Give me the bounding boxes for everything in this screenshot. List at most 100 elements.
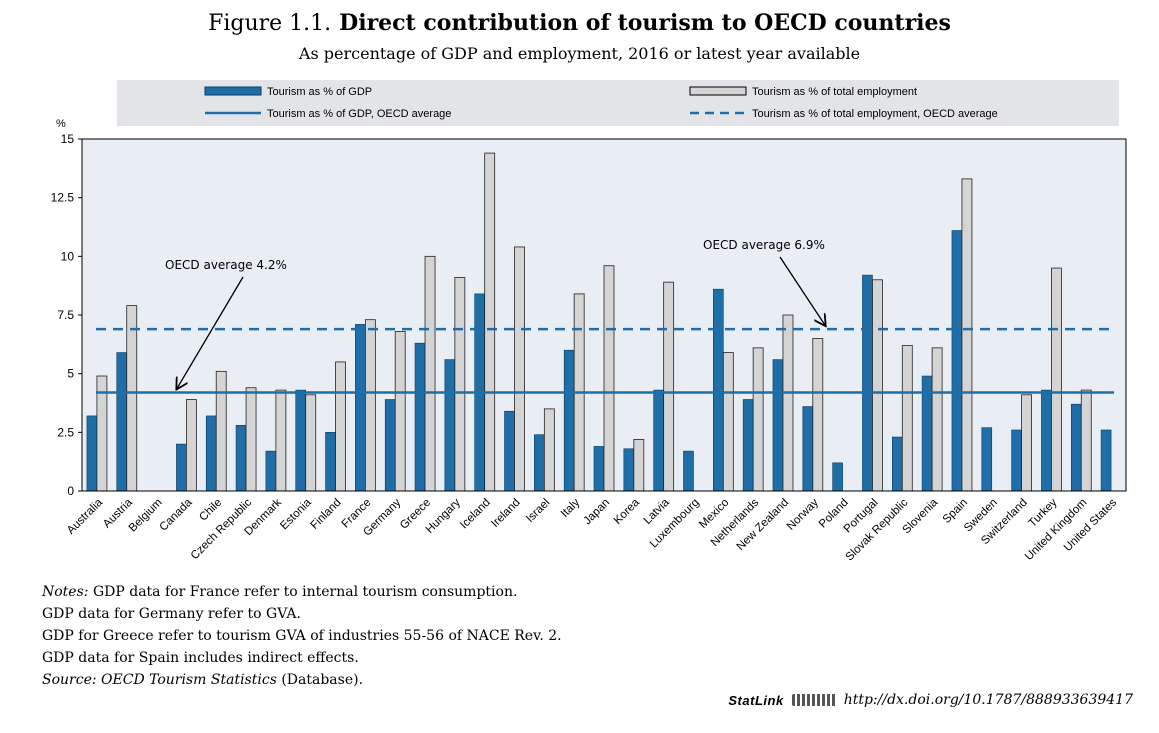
bar-employment: [603, 265, 615, 492]
bar-employment: [752, 347, 764, 492]
x-tick-label: Ireland: [489, 497, 522, 530]
bar-employment: [245, 387, 257, 492]
chart-subtitle: As percentage of GDP and employment, 201…: [298, 44, 861, 63]
bar-employment: [1021, 394, 1032, 492]
x-tick-label: Canada: [158, 496, 195, 533]
bar-employment: [663, 281, 675, 492]
bar-employment: [484, 152, 496, 492]
bar-employment: [185, 399, 197, 492]
legend-employment-swatch: [689, 86, 747, 96]
bar-gdp: [713, 288, 724, 492]
bar-employment: [335, 361, 346, 492]
legend-employment-average-label: Tourism as % of total employment, OECD a…: [752, 108, 998, 120]
bar-gdp: [1011, 429, 1022, 492]
x-tick-label: Israel: [524, 497, 552, 525]
bar-employment: [305, 394, 317, 492]
bar-employment: [782, 314, 794, 492]
bar-gdp: [205, 415, 217, 492]
statlink: StatLink http://dx.doi.org/10.1787/88893…: [728, 692, 1133, 708]
legend-employment-label: Tourism as % of total employment: [752, 86, 917, 98]
bar-chart: Tourism as % of GDP Tourism as % of total…: [51, 80, 1127, 563]
bar-gdp: [563, 349, 575, 492]
annotation-employment-average-arrow: [779, 256, 825, 325]
annotation-employment-average-text: OECD average 6.9%: [703, 238, 825, 252]
bar-gdp: [86, 415, 98, 492]
x-tick-label: Estonia: [278, 496, 314, 532]
statlink-label: StatLink: [728, 692, 784, 708]
note-line-4: GDP data for Spain includes indirect eff…: [42, 650, 359, 666]
x-tick-label: Finland: [309, 497, 344, 532]
x-tick-label: Chile: [197, 497, 224, 524]
x-tick-label: Korea: [612, 496, 643, 527]
bar-gdp: [504, 410, 515, 492]
bar-employment: [872, 279, 883, 492]
bar-employment: [1080, 389, 1092, 492]
y-tick-label: 2.5: [57, 425, 74, 439]
source-prefix: Source:: [42, 672, 97, 688]
bar-gdp: [1100, 429, 1112, 492]
bar-gdp: [653, 389, 664, 492]
y-tick-label: 12.5: [51, 191, 75, 205]
bar-gdp: [742, 399, 754, 492]
statlink-logo-icon: [791, 694, 836, 706]
bar-gdp: [176, 443, 187, 492]
bar-employment: [812, 338, 824, 492]
note-text-1: GDP data for France refer to internal to…: [92, 584, 518, 600]
bar-gdp: [265, 450, 277, 492]
bar-employment: [1051, 267, 1062, 492]
chart-title: Direct contribution of tourism to OECD c…: [339, 10, 951, 36]
bar-gdp: [116, 352, 128, 492]
x-tick-label: United States: [1062, 496, 1119, 553]
bar-gdp: [355, 324, 366, 492]
bar-employment: [543, 408, 555, 492]
source-name: OECD Tourism Statistics: [101, 672, 277, 688]
y-tick-label: 5: [67, 367, 74, 381]
bar-gdp: [772, 359, 784, 492]
bar-employment: [126, 305, 138, 492]
bar-gdp: [325, 432, 336, 492]
figure-title: Figure 1.1. Direct contribution of touris…: [0, 10, 1159, 36]
bar-employment: [364, 319, 376, 492]
note-line-1: Notes: GDP data for France refer to inte…: [42, 581, 562, 603]
note-line-3: GDP for Greece refer to tourism GVA of i…: [42, 628, 562, 644]
bar-employment: [424, 255, 436, 492]
y-tick-label: 15: [61, 132, 75, 146]
bar-employment: [215, 370, 227, 492]
y-axis-label: %: [56, 118, 66, 130]
y-tick-label: 7.5: [57, 308, 74, 322]
bar-gdp: [951, 230, 963, 492]
source-line: Source: OECD Tourism Statistics (Databas…: [42, 669, 562, 691]
bar-gdp: [593, 446, 605, 492]
y-tick-label: 10: [61, 249, 75, 263]
source-suffix: (Database).: [281, 672, 364, 688]
bar-employment: [454, 277, 466, 492]
bar-employment: [633, 438, 645, 492]
bar-gdp: [981, 427, 993, 492]
bar-gdp: [683, 450, 694, 492]
bar-employment: [722, 352, 734, 492]
bar-employment: [394, 331, 406, 492]
x-tick-label: Italy: [559, 496, 583, 520]
annotation-gdp-average-arrow: [177, 276, 244, 388]
notes-prefix: Notes:: [42, 584, 89, 600]
x-tick-label: Iceland: [458, 497, 493, 532]
statlink-url[interactable]: http://dx.doi.org/10.1787/888933639417: [843, 692, 1133, 708]
bar-employment: [514, 246, 525, 492]
bar-gdp: [414, 342, 426, 492]
x-tick-label: Australia: [65, 496, 106, 537]
x-tick-label: Norway: [785, 496, 821, 532]
bar-gdp: [295, 389, 307, 492]
bar-employment: [931, 347, 943, 492]
x-tick-label: Belgium: [127, 497, 165, 535]
bar-gdp: [384, 399, 396, 492]
legend-gdp-average-label: Tourism as % of GDP, OECD average: [267, 108, 451, 120]
bar-gdp: [862, 274, 873, 492]
bar-gdp: [534, 434, 545, 492]
bar-employment: [275, 389, 287, 492]
x-tick-label: Japan: [581, 497, 612, 528]
bar-gdp: [235, 424, 247, 492]
plot-frame: [81, 138, 1127, 492]
bar-gdp: [623, 448, 635, 492]
bar-employment: [961, 178, 973, 492]
bar-gdp: [1070, 403, 1082, 492]
